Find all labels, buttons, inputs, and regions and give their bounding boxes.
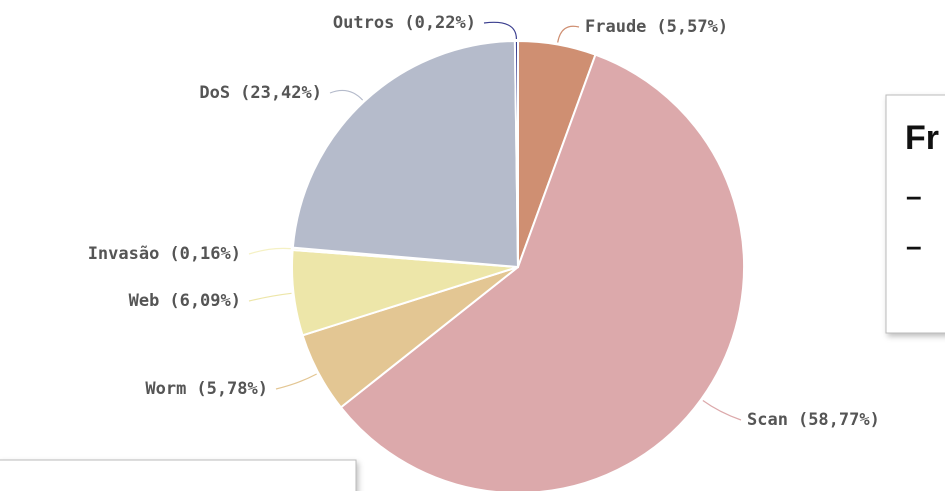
slice-name: Outros — [333, 13, 394, 33]
slice-value: (6,09%) — [169, 291, 241, 311]
slice-label: Outros (0,22%) — [333, 13, 476, 33]
leader-line — [248, 247, 291, 255]
slice-value: (58,77%) — [798, 410, 880, 430]
slice-name: Invasão — [88, 244, 160, 264]
slice-name: Fraude — [585, 17, 646, 37]
pie — [291, 39, 745, 491]
leader-line — [483, 21, 518, 40]
side-box-item: – — [906, 230, 922, 261]
slice-label: Scan (58,77%) — [747, 410, 880, 430]
slice-value: (0,16%) — [169, 244, 241, 264]
slice-label: Invasão (0,16%) — [88, 244, 241, 264]
slice-name: DoS — [199, 83, 230, 103]
slice-name: Scan — [747, 410, 788, 430]
pie-slice — [291, 40, 520, 269]
slice-value: (23,42%) — [240, 83, 322, 103]
side-box-item: – — [906, 180, 922, 211]
pie-slice — [513, 39, 519, 268]
leader-line — [702, 399, 742, 421]
slice-label: Fraude (5,57%) — [585, 17, 728, 37]
leader-line — [557, 25, 580, 43]
leader-line — [275, 373, 317, 390]
leader-line — [329, 89, 364, 101]
slice-value: (5,57%) — [656, 17, 728, 37]
slice-name: Web — [129, 291, 160, 311]
side-box — [885, 94, 945, 334]
leader-line — [248, 292, 292, 302]
side-box-title: Fr — [905, 119, 939, 157]
slice-value: (0,22%) — [404, 13, 476, 33]
labels: Fraude (5,57%) Scan (58,77%) Worm (5,78%) Web (… — [88, 13, 880, 430]
slice-value: (5,78%) — [196, 379, 268, 399]
bottom-panel — [0, 459, 357, 491]
slice-name: Worm — [145, 379, 186, 399]
slice-label: DoS (23,42%) — [199, 83, 322, 103]
slice-label: Worm (5,78%) — [145, 379, 268, 399]
slice-label: Web (6,09%) — [129, 291, 241, 311]
pie-slice — [339, 53, 745, 491]
